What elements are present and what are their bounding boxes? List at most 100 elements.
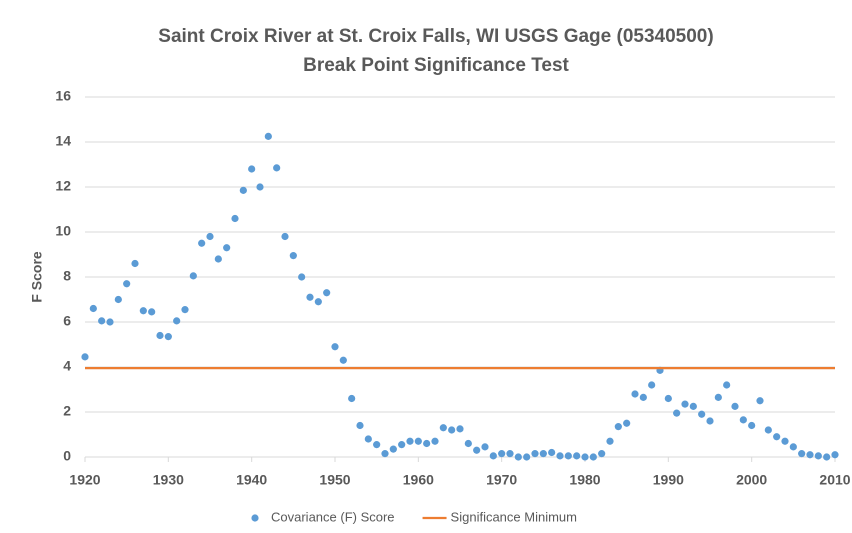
point (123, 280, 131, 288)
point (531, 450, 539, 458)
point (589, 453, 597, 461)
point (181, 306, 189, 314)
y-axis-label: F Score (29, 251, 45, 303)
point (698, 410, 706, 418)
point (523, 453, 531, 461)
point (489, 452, 497, 460)
point (364, 435, 372, 443)
point (423, 439, 431, 448)
point (598, 450, 606, 458)
y-tick-label: 2 (63, 403, 71, 419)
chart-subtitle: Break Point Significance Test (303, 55, 569, 76)
x-tick-label: 1940 (236, 472, 267, 488)
point (648, 381, 656, 389)
point (748, 421, 756, 430)
point (573, 452, 581, 460)
legend-label: Covariance (F) Score (271, 509, 395, 524)
x-tick-label: 2010 (819, 472, 850, 488)
point (139, 307, 147, 315)
point (89, 304, 97, 313)
y-tick-label: 12 (55, 178, 71, 194)
legend-label: Significance Minimum (451, 509, 577, 524)
point (806, 451, 814, 459)
point (639, 393, 647, 401)
point (431, 437, 439, 445)
point (264, 132, 272, 140)
y-tick-label: 4 (63, 358, 71, 374)
point (606, 437, 614, 445)
point (256, 183, 264, 191)
point (339, 356, 347, 364)
point (381, 450, 389, 458)
point (114, 295, 122, 304)
point (456, 425, 464, 433)
point (689, 402, 697, 410)
point (631, 390, 639, 398)
point (398, 441, 406, 449)
point (714, 393, 722, 401)
point (773, 433, 781, 441)
point (564, 452, 572, 460)
x-tick-label: 1990 (653, 472, 684, 488)
point (156, 331, 164, 340)
point (498, 450, 506, 458)
point (673, 409, 681, 417)
point (81, 353, 89, 361)
point (106, 318, 114, 326)
point (723, 381, 731, 389)
point (556, 452, 564, 460)
point (473, 446, 481, 454)
point (764, 426, 772, 434)
point (464, 439, 472, 448)
point (214, 255, 222, 263)
point (581, 453, 589, 461)
point (481, 443, 489, 451)
point (281, 232, 289, 241)
point (798, 450, 806, 458)
y-tick-label: 16 (55, 88, 71, 104)
point (406, 437, 414, 445)
point (198, 239, 206, 247)
x-tick-label: 1930 (153, 472, 184, 488)
point (739, 416, 747, 424)
point (539, 450, 547, 458)
point (623, 419, 631, 427)
point (789, 443, 797, 451)
point (356, 421, 364, 430)
point (414, 437, 422, 445)
point (273, 164, 281, 172)
point (756, 397, 764, 405)
point (231, 214, 239, 223)
y-tick-label: 6 (63, 313, 71, 329)
point (298, 273, 306, 281)
point (614, 423, 622, 431)
point (781, 437, 789, 445)
point (131, 259, 139, 268)
y-tick-label: 0 (63, 448, 71, 464)
x-tick-label: 1960 (403, 472, 434, 488)
point (514, 453, 522, 461)
point (164, 333, 172, 341)
point (814, 452, 822, 460)
point (314, 298, 322, 306)
point (373, 441, 381, 449)
x-tick-label: 1950 (319, 472, 350, 488)
point (331, 343, 339, 351)
point (706, 417, 714, 425)
point (248, 165, 256, 173)
chart-title: Saint Croix River at St. Croix Falls, WI… (158, 26, 713, 47)
point (448, 426, 456, 434)
point (664, 394, 672, 403)
point (506, 450, 514, 458)
point (823, 453, 831, 461)
point (148, 308, 156, 316)
point (239, 186, 247, 194)
point (223, 244, 231, 252)
point (98, 317, 106, 325)
x-tick-label: 2000 (736, 472, 767, 488)
point (189, 272, 197, 280)
y-tick-label: 8 (63, 268, 71, 284)
point (173, 317, 181, 325)
point (681, 400, 689, 408)
